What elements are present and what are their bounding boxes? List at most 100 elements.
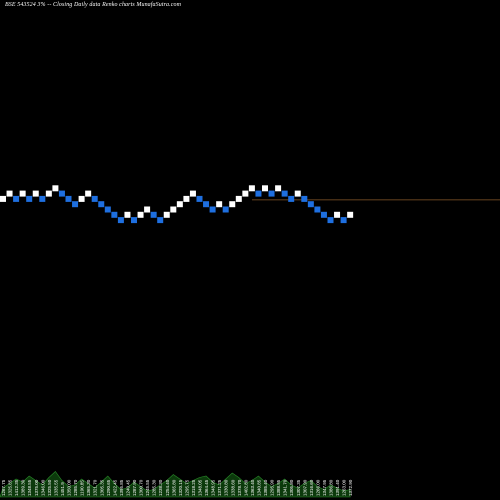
price-label: 1307.90 — [302, 479, 307, 496]
price-label: 1266.00 — [315, 479, 320, 496]
price-label: 1316.60 — [309, 479, 314, 496]
down-brick — [131, 217, 137, 224]
price-label: 1287.90 — [132, 479, 137, 496]
up-brick — [216, 201, 223, 208]
price-label: 1305.35 — [99, 479, 104, 496]
down-brick — [65, 195, 72, 202]
down-brick — [72, 201, 79, 208]
price-label: 1395.85 — [119, 479, 124, 496]
down-brick — [117, 217, 124, 224]
up-brick — [52, 185, 59, 192]
price-label: 1422.45 — [112, 479, 117, 496]
price-label: 1388.95 — [276, 479, 281, 496]
down-brick — [39, 195, 46, 202]
down-brick — [196, 195, 203, 202]
up-brick — [19, 190, 26, 197]
down-brick — [307, 201, 314, 208]
down-brick — [26, 195, 33, 202]
up-brick — [248, 185, 255, 192]
price-label: 1325.85 — [8, 479, 13, 496]
up-brick — [275, 185, 282, 192]
price-label: 1340.85 — [256, 479, 261, 496]
price-label: 1307.35 — [296, 479, 301, 496]
price-label: 1325.50 — [47, 479, 52, 496]
price-label: 1451.9 — [60, 482, 65, 496]
price-label: 1346.00 — [40, 479, 45, 496]
price-label: 1263.00 — [342, 479, 347, 496]
price-label: 1267.75 — [1, 479, 6, 496]
up-brick — [235, 195, 242, 202]
down-brick — [268, 190, 275, 197]
down-brick — [58, 190, 65, 197]
up-brick — [262, 185, 268, 192]
renko-bricks — [0, 185, 354, 224]
up-brick — [176, 201, 183, 208]
up-brick — [163, 211, 170, 218]
up-brick — [183, 195, 190, 202]
up-brick — [124, 211, 131, 218]
price-label: 1385.40 — [263, 479, 268, 496]
price-label: 1363.40 — [250, 479, 255, 496]
price-label: 1300.70 — [139, 479, 144, 496]
price-label: 1338.60 — [230, 479, 235, 496]
price-label: 1240.45 — [125, 479, 130, 496]
price-label: 1371.25 — [217, 479, 222, 496]
price-label: 1295.90 — [270, 479, 275, 496]
chart-title: BSE 543524 3% -- Closing Daily data Renk… — [5, 2, 182, 8]
price-label: 1341.70 — [283, 479, 288, 496]
price-label: 1290.65 — [106, 479, 111, 496]
up-brick — [78, 195, 85, 202]
down-brick — [314, 206, 321, 213]
volume-area — [0, 471, 351, 498]
down-brick — [150, 211, 157, 218]
up-brick — [0, 195, 6, 202]
up-brick — [242, 190, 249, 197]
price-label: 1295.75 — [184, 479, 189, 496]
price-label: 1391.40 — [335, 479, 340, 496]
price-label: 1347.95 — [322, 479, 327, 496]
up-brick — [334, 211, 341, 218]
down-brick — [301, 195, 308, 202]
up-brick — [294, 190, 301, 197]
down-brick — [203, 201, 210, 208]
up-brick — [137, 211, 144, 218]
up-brick — [189, 190, 196, 197]
down-brick — [104, 206, 111, 213]
price-label: 1285.30 — [152, 479, 157, 496]
up-brick — [170, 206, 177, 213]
down-brick — [13, 195, 20, 202]
down-brick — [111, 211, 118, 218]
price-label: 1350.00 — [67, 479, 72, 496]
price-label: 1402.80 — [243, 479, 248, 496]
down-brick — [281, 190, 288, 197]
down-brick — [222, 206, 229, 213]
price-label: 1320.15 — [178, 479, 183, 496]
price-label: 1335.55 — [53, 479, 58, 496]
price-label: 1389.30 — [21, 479, 26, 496]
price-label: 1254.40 — [165, 479, 170, 496]
price-label: 1285.70 — [73, 479, 78, 496]
up-brick — [32, 190, 39, 197]
up-brick — [85, 190, 92, 197]
down-brick — [91, 195, 98, 202]
price-label: 1372.90 — [348, 479, 353, 496]
down-brick — [320, 211, 327, 218]
price-label: 1348.55 — [27, 479, 32, 496]
price-label: 1348.95 — [211, 479, 216, 496]
price-labels: 1267.75 1325.85 1412.35 1389.30 1348.55 1375.… — [1, 479, 353, 496]
price-label: 1321.70 — [93, 479, 98, 496]
down-brick — [98, 201, 105, 208]
up-brick — [229, 201, 236, 208]
price-label: 1318.25 — [191, 479, 196, 496]
down-brick — [288, 195, 295, 202]
price-label: 1412.35 — [14, 479, 19, 496]
price-label: 1386.80 — [329, 479, 334, 496]
price-label: 1348.05 — [198, 479, 203, 496]
price-label: 1305.80 — [289, 479, 294, 496]
up-brick — [6, 190, 13, 197]
down-brick — [209, 206, 216, 213]
down-brick — [157, 217, 164, 224]
up-brick — [45, 190, 52, 197]
price-label: 1378.70 — [237, 479, 242, 496]
